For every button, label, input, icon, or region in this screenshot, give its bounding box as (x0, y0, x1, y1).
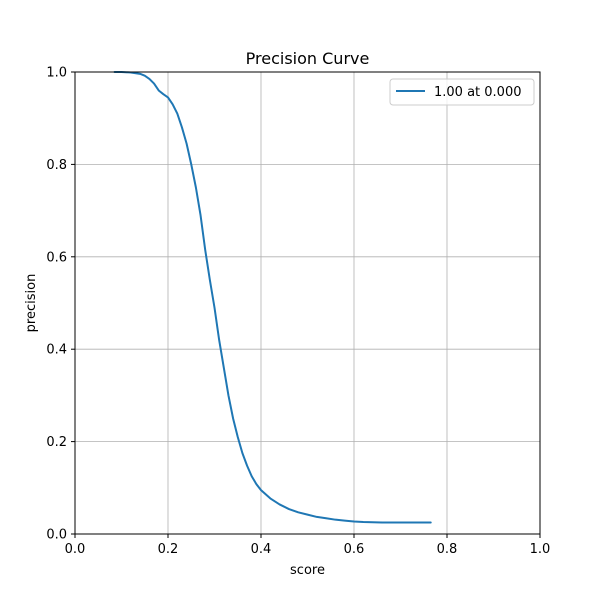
y-tick-label: 0.2 (46, 435, 67, 450)
legend-box (389, 78, 535, 106)
x-tick-label: 1.0 (530, 542, 551, 557)
series-line (113, 71, 432, 524)
x-tick-label: 0.4 (251, 542, 272, 557)
y-tick-label: 0.4 (46, 343, 67, 358)
x-axis-label: score (290, 563, 325, 578)
y-tick-label: 0.6 (46, 250, 67, 265)
legend-entry-label: 1.00 at 0.000 (434, 85, 522, 100)
y-tick-label: 0.8 (46, 158, 67, 173)
y-tick-label: 0.0 (46, 528, 67, 543)
y-tick-label: 1.0 (46, 66, 67, 81)
x-tick-label: 0.6 (344, 542, 365, 557)
legend: 1.00 at 0.000 (389, 78, 535, 106)
series-layer (113, 71, 432, 524)
chart-title: Precision Curve (246, 49, 370, 68)
x-tick-label: 0.0 (65, 542, 86, 557)
plot-frame (74, 71, 541, 535)
grid (74, 71, 541, 535)
y-axis-label: precision (24, 274, 39, 333)
ticks: 0.0 0.2 0.4 0.6 0.8 1.0 0.0 0.2 0.4 0.6 0.8 1.0 (46, 66, 550, 558)
x-tick-label: 0.8 (437, 542, 458, 557)
x-tick-label: 0.2 (158, 542, 179, 557)
